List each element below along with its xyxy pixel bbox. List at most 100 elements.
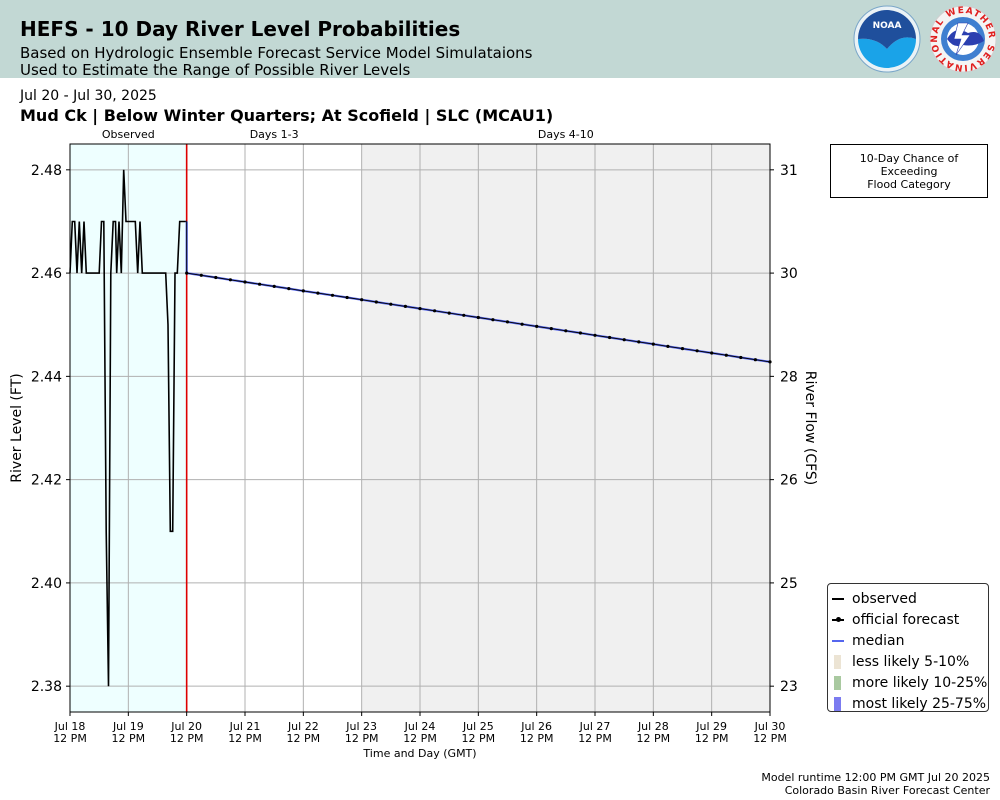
y-tick-label-right-1: 25 bbox=[780, 576, 798, 592]
forecast-point-2 bbox=[214, 275, 218, 280]
forecast-point-24 bbox=[535, 324, 539, 328]
x-tick-sublabel-11: 12 PM bbox=[695, 732, 729, 745]
chart-legend: observed official forecast median less like… bbox=[827, 583, 989, 712]
y-tick-label-left-2: 2.42 bbox=[31, 473, 62, 489]
forecast-point-35 bbox=[695, 349, 699, 353]
x-tick-label-7: Jul 25 bbox=[462, 720, 494, 733]
forecast-point-39 bbox=[753, 358, 758, 362]
forecast-point-34 bbox=[680, 347, 685, 351]
forecast-point-7 bbox=[287, 287, 291, 291]
forecast-point-37 bbox=[724, 353, 728, 357]
y-axis-label-right: River Flow (CFS) bbox=[802, 371, 818, 486]
forecast-point-29 bbox=[608, 335, 612, 340]
x-tick-sublabel-4: 12 PM bbox=[287, 732, 321, 745]
legend-label-3: less likely 5-10% bbox=[852, 653, 970, 670]
forecast-point-26 bbox=[564, 329, 568, 333]
page-title: HEFS - 10 Day River Level Probabilities bbox=[20, 17, 461, 41]
forecast-point-19 bbox=[462, 313, 466, 317]
noaa-text: NOAA bbox=[873, 21, 902, 31]
forecast-point-10 bbox=[330, 293, 335, 297]
forecast-point-4 bbox=[243, 280, 247, 284]
forecast-point-23 bbox=[520, 322, 524, 326]
x-tick-sublabel-0: 12 PM bbox=[53, 732, 87, 745]
y-tick-label-left-1: 2.40 bbox=[31, 576, 62, 592]
forecast-point-36 bbox=[710, 351, 714, 355]
legend-label-1: official forecast bbox=[852, 611, 960, 628]
x-tick-sublabel-10: 12 PM bbox=[637, 732, 671, 745]
x-tick-label-10: Jul 28 bbox=[637, 720, 669, 733]
legend-item-1: official forecast bbox=[832, 609, 988, 630]
legend-swatch-0 bbox=[832, 592, 844, 606]
x-tick-label-6: Jul 24 bbox=[404, 720, 436, 733]
legend-swatch-5 bbox=[834, 696, 841, 711]
forecast-point-14 bbox=[389, 302, 393, 306]
forecast-point-21 bbox=[491, 318, 495, 322]
legend-item-0: observed bbox=[832, 588, 988, 609]
flood-category-box: 10-Day Chance of Exceeding Flood Categor… bbox=[830, 144, 988, 198]
y-tick-label-right-4: 30 bbox=[780, 266, 798, 282]
forecast-point-15 bbox=[403, 304, 407, 308]
forecast-point-8 bbox=[301, 289, 305, 293]
header-banner: HEFS - 10 Day River Level Probabilities … bbox=[0, 0, 1000, 79]
x-tick-label-5: Jul 23 bbox=[345, 720, 377, 733]
legend-item-5: most likely 25-75% bbox=[832, 693, 988, 714]
legend-label-2: median bbox=[852, 632, 905, 649]
y-tick-label-right-5: 31 bbox=[780, 163, 798, 179]
forecast-point-17 bbox=[433, 309, 437, 313]
date-range: Jul 20 - Jul 30, 2025 bbox=[20, 88, 157, 104]
x-tick-label-4: Jul 22 bbox=[287, 720, 319, 733]
x-tick-label-12: Jul 30 bbox=[754, 720, 786, 733]
flood-category-line-3: Flood Category bbox=[867, 178, 951, 191]
legend-swatch-1 bbox=[832, 613, 844, 627]
region-label-1: Days 1-3 bbox=[250, 128, 299, 141]
legend-swatch-3 bbox=[834, 654, 841, 669]
legend-item-3: less likely 5-10% bbox=[832, 651, 988, 672]
x-tick-sublabel-3: 12 PM bbox=[228, 732, 262, 745]
region-2 bbox=[361, 144, 770, 712]
forecast-point-1 bbox=[199, 273, 203, 277]
forecast-point-28 bbox=[593, 333, 597, 337]
chart-series bbox=[69, 144, 772, 712]
footer: Model runtime 12:00 PM GMT Jul 20 2025 C… bbox=[761, 771, 990, 797]
subtitle-line-2: Used to Estimate the Range of Possible R… bbox=[20, 61, 411, 79]
observed-line bbox=[69, 169, 187, 687]
forecast-point-30 bbox=[622, 338, 626, 342]
x-tick-sublabel-2: 12 PM bbox=[170, 732, 204, 745]
flood-category-line-1: 10-Day Chance of bbox=[859, 152, 959, 165]
noaa-logo-icon: NOAA bbox=[853, 5, 921, 73]
forecast-point-9 bbox=[316, 291, 320, 295]
x-tick-sublabel-12: 12 PM bbox=[753, 732, 787, 745]
flood-category-line-2: Exceeding bbox=[880, 165, 938, 178]
legend-swatch-4 bbox=[834, 675, 841, 690]
legend-swatch-2 bbox=[832, 634, 844, 648]
forecast-point-22 bbox=[505, 320, 510, 324]
x-tick-label-3: Jul 21 bbox=[229, 720, 261, 733]
nws-logo-icon: NATIONAL WEATHER SERVICE bbox=[928, 3, 997, 73]
y-tick-label-left-0: 2.38 bbox=[31, 679, 62, 695]
legend-item-4: more likely 10-25% bbox=[832, 672, 988, 693]
x-tick-sublabel-5: 12 PM bbox=[345, 732, 379, 745]
region-label-0: Observed bbox=[102, 128, 155, 141]
location-title: Mud Ck | Below Winter Quarters; At Scofi… bbox=[20, 106, 554, 125]
chart-axes: 2.38 2.40 2.42 2.44 2.46 2.48 23 25 26 28 30 31 Jul … bbox=[9, 143, 818, 760]
forecast-point-12 bbox=[360, 298, 364, 302]
forecast-point-20 bbox=[476, 315, 480, 320]
forecast-point-25 bbox=[549, 327, 553, 331]
x-tick-label-8: Jul 26 bbox=[520, 720, 552, 733]
forecast-point-13 bbox=[374, 300, 378, 304]
legend-label-4: more likely 10-25% bbox=[852, 674, 988, 691]
x-axis-label: Time and Day (GMT) bbox=[362, 747, 476, 760]
x-tick-sublabel-8: 12 PM bbox=[520, 732, 554, 745]
forecast-point-6 bbox=[272, 284, 276, 288]
region-1 bbox=[186, 144, 362, 712]
forecast-point-3 bbox=[228, 278, 232, 282]
x-tick-label-2: Jul 20 bbox=[170, 720, 202, 733]
region-label-2: Days 4-10 bbox=[538, 128, 594, 141]
forecast-point-33 bbox=[666, 344, 670, 348]
forecast-point-27 bbox=[578, 331, 583, 335]
forecast-point-5 bbox=[258, 282, 262, 286]
official-forecast-line bbox=[186, 221, 771, 363]
legend-label-5: most likely 25-75% bbox=[852, 695, 987, 712]
y-tick-label-left-3: 2.44 bbox=[31, 369, 62, 385]
